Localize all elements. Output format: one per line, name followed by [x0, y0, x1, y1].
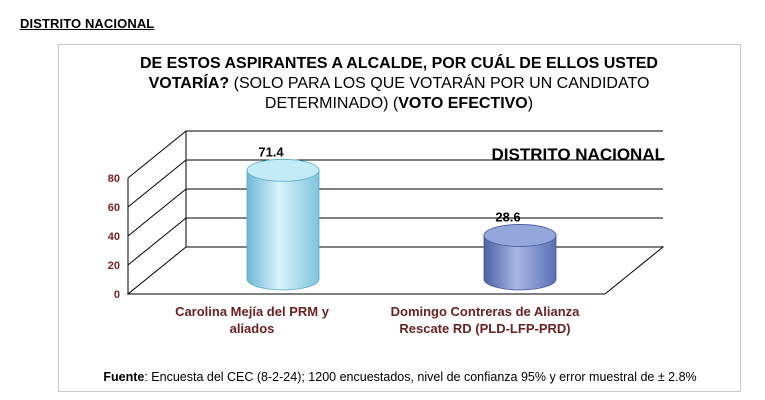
gridline-side — [127, 217, 187, 266]
title-line-2-regular: (SOLO PARA LOS QUE VOTARÁN POR UN CANDID… — [229, 75, 650, 92]
bar-cylinder-body — [483, 235, 557, 291]
bar-cylinder-body — [246, 169, 320, 291]
bar-group — [246, 158, 557, 291]
y-axis-ticks: 0 20 40 60 80 — [108, 173, 120, 301]
value-label: 71.4 — [258, 144, 284, 159]
source-text: : Encuesta del CEC (8-2-24); 1200 encues… — [144, 370, 697, 384]
category-labels: Carolina Mejía del PRM y aliados Domingo C… — [175, 304, 580, 336]
chart-floor — [126, 246, 665, 295]
y-tick-label: 0 — [114, 289, 120, 301]
title-line-1: DE ESTOS ASPIRANTES A ALCALDE, POR CUÁL … — [140, 55, 658, 72]
category-label: Rescate RD (PLD-LFP-PRD) — [399, 321, 570, 336]
y-tick-label: 60 — [108, 202, 120, 214]
category-label: aliados — [230, 321, 275, 336]
y-tick-label: 20 — [108, 260, 120, 272]
gridline-side — [127, 130, 187, 179]
gridline-side — [127, 188, 187, 237]
bar-cylinder-top — [246, 158, 320, 182]
y-tick-label: 40 — [108, 231, 120, 243]
chart-inner-label: DISTRITO NACIONAL — [492, 145, 665, 164]
source-note: Fuente: Encuesta del CEC (8-2-24); 1200 … — [60, 370, 740, 384]
gridline-side — [127, 159, 187, 208]
title-line-3-regular: DETERMINADO) ( — [264, 95, 399, 112]
source-label: Fuente — [103, 370, 145, 384]
value-label: 28.6 — [495, 209, 520, 224]
value-labels: 71.4 28.6 — [258, 144, 520, 224]
category-label: Domingo Contreras de Alianza — [391, 304, 581, 319]
chart-title: DE ESTOS ASPIRANTES A ALCALDE, POR CUÁL … — [60, 54, 738, 114]
bar-cylinder-top — [483, 224, 557, 247]
title-line-3-bold: VOTO EFECTIVO — [398, 95, 528, 112]
category-label: Carolina Mejía del PRM y — [175, 304, 330, 319]
y-tick-label: 80 — [108, 173, 120, 185]
section-heading: DISTRITO NACIONAL — [20, 16, 155, 31]
title-line-3-end: ) — [527, 95, 534, 112]
title-line-2-bold: VOTARÍA? — [148, 75, 230, 92]
